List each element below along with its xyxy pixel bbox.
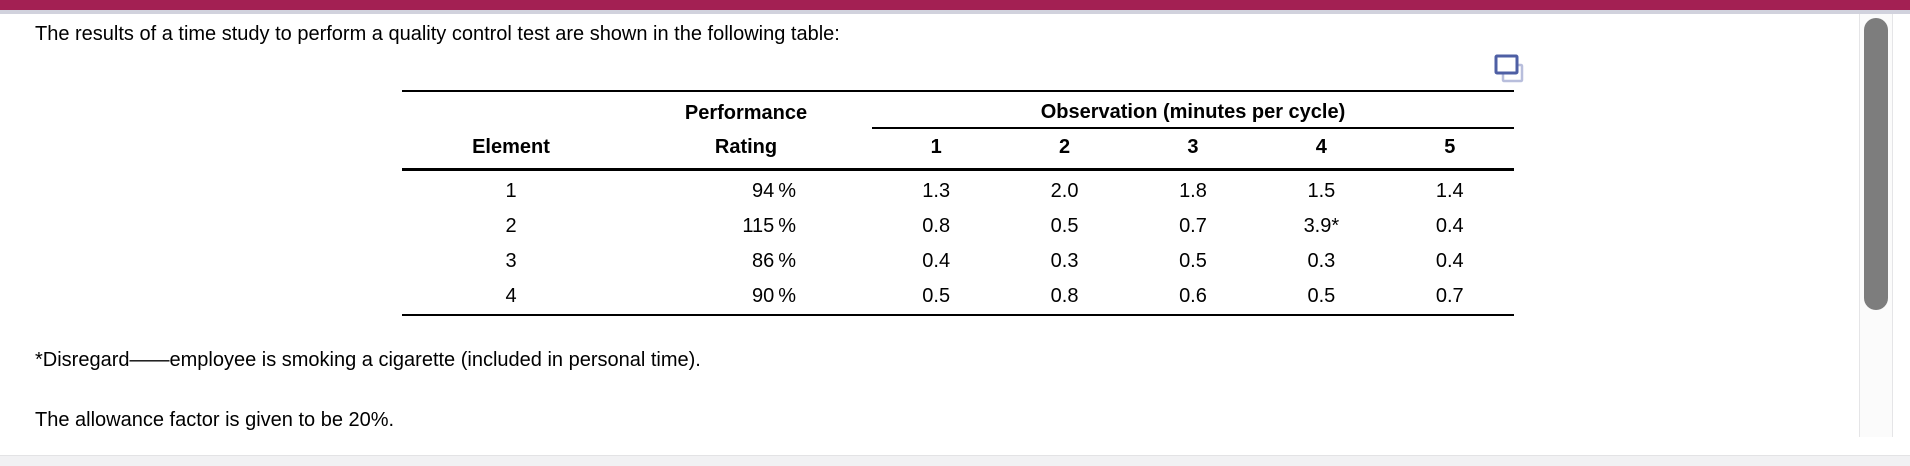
rating-cell: 86 % [751,250,796,272]
element-cell: 2 [505,215,517,237]
rating-cell: 115 % [742,215,796,237]
obs-cell: 0.3 [1050,250,1079,272]
vertical-scrollbar-thumb[interactable] [1864,18,1888,310]
obs-cell: 0.7 [1435,285,1464,307]
element-cell: 1 [505,180,517,202]
obs-cell: 0.5 [1050,215,1079,237]
bottom-panel-edge [0,455,1910,466]
obs-cell: 0.5 [1307,285,1336,307]
obs-cell: 1.8 [1179,180,1207,202]
obs-cell: 1.4 [1435,180,1464,202]
header-observation-group: Observation (minutes per cycle) [872,91,1514,129]
obs-cell: 2.0 [1050,180,1079,202]
header-element: Element [402,128,620,171]
header-blank-cell [402,91,620,128]
header-rating: Rating [620,128,872,171]
obs-cell: 0.4 [1435,250,1464,272]
allowance-factor-text: The allowance factor is given to be 20%. [35,409,395,431]
rating-cell: 94 % [751,180,796,202]
element-cell: 3 [505,250,517,272]
overlapping-windows-icon [1494,54,1524,83]
question-intro-text: The results of a time study to perform a… [35,23,840,45]
header-obs-2: 2 [1000,128,1129,171]
obs-cell: 0.4 [922,250,951,272]
element-cell: 4 [505,285,517,307]
time-study-table: Performance Observation (minutes per cyc… [402,90,1514,316]
header-performance: Performance [684,101,808,124]
header-obs-5: 5 [1385,128,1514,171]
obs-cell: 0.8 [922,215,951,237]
obs-cell: 1.5 [1307,180,1336,202]
rating-cell: 90 % [751,285,796,307]
header-obs-3: 3 [1128,128,1258,171]
header-obs-4: 4 [1257,128,1386,171]
obs-cell: 1.3 [922,180,951,202]
table-row: 4 90 % 0.5 0.8 0.6 0.5 0.7 [402,279,1514,315]
obs-cell-flagged: 3.9* [1303,215,1340,237]
obs-cell: 0.5 [1179,250,1207,272]
obs-cell: 0.4 [1435,215,1464,237]
obs-cell: 0.6 [1179,285,1207,307]
table-row: 1 94 % 1.3 2.0 1.8 1.5 1.4 [402,170,1514,210]
obs-cell: 0.5 [922,285,951,307]
popout-window-icon[interactable] [1493,52,1525,86]
top-accent-bar [0,0,1910,10]
table-row: 3 86 % 0.4 0.3 0.5 0.3 0.4 [402,244,1514,279]
vertical-scrollbar-track[interactable] [1859,14,1893,437]
asterisk-footnote-text: *Disregard——employee is smoking a cigare… [35,349,701,371]
table-row: 2 115 % 0.8 0.5 0.7 3.9* 0.4 [402,209,1514,244]
top-accent-divider [0,10,1910,14]
obs-cell: 0.7 [1179,215,1207,237]
obs-cell: 0.3 [1307,250,1336,272]
obs-cell: 0.8 [1050,285,1079,307]
header-obs-1: 1 [872,128,1001,171]
